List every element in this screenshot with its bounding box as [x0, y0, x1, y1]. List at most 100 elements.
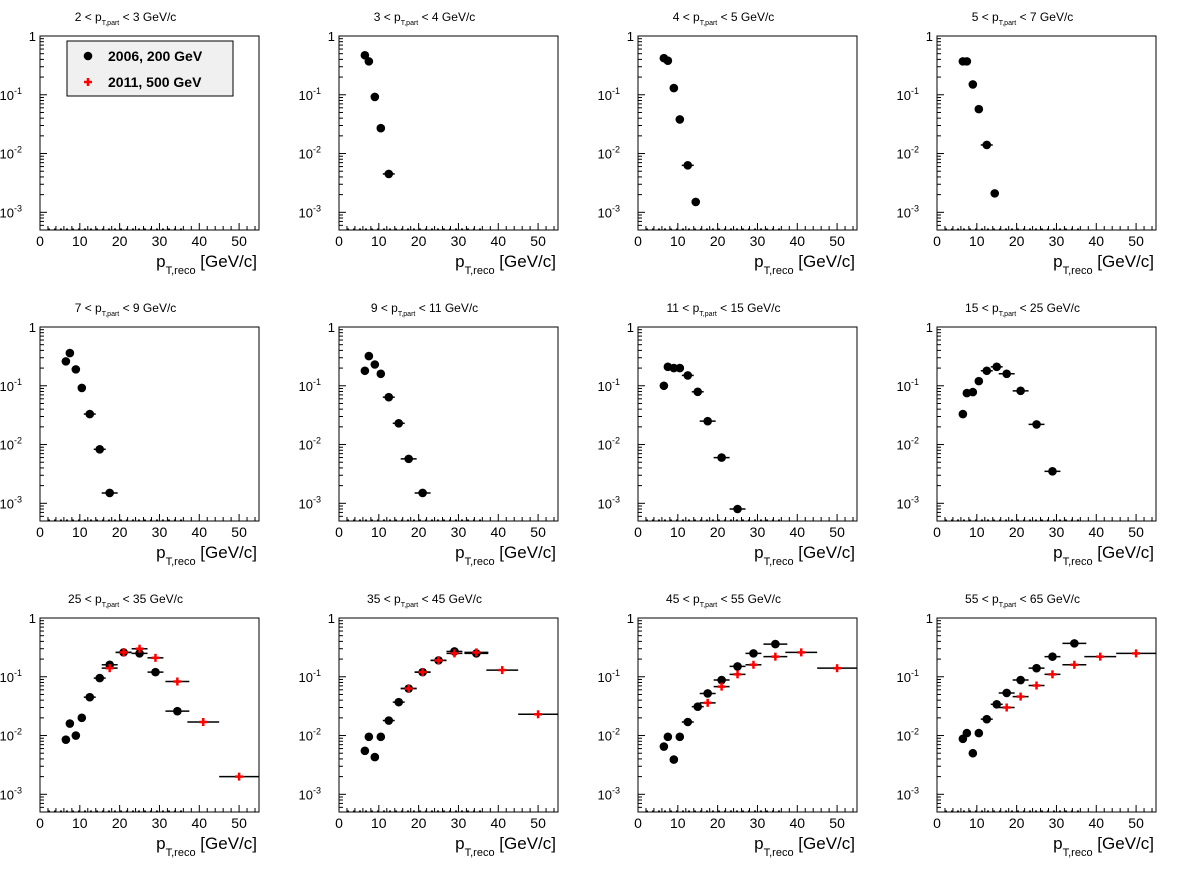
y-tick-label: 10-3 — [299, 785, 321, 802]
y-tick-label: 1 — [29, 320, 36, 335]
x-tick-label: 40 — [1088, 815, 1104, 831]
x-tick-label: 30 — [451, 233, 467, 249]
x-tick-label: 50 — [829, 815, 845, 831]
data-point-2006 — [703, 689, 712, 698]
data-point-2006 — [1032, 663, 1041, 673]
x-tick-label: 40 — [490, 524, 506, 540]
x-axis-label: pT,reco [GeV/c] — [455, 252, 556, 277]
y-tick-label: 1 — [627, 611, 634, 626]
x-tick-label: 40 — [490, 233, 506, 249]
x-tick-label: 10 — [969, 524, 985, 540]
y-tick-label: 10-1 — [897, 668, 919, 685]
data-point-2006 — [77, 383, 87, 393]
y-tick-label: 10-2 — [598, 727, 620, 744]
x-tick-label: 50 — [1128, 233, 1144, 249]
data-point-2006 — [675, 732, 685, 742]
x-tick-label: 0 — [634, 815, 642, 831]
x-tick-label: 30 — [152, 524, 168, 540]
x-tick-label: 10 — [670, 815, 686, 831]
y-tick-label: 10-1 — [0, 668, 22, 685]
x-tick-label: 0 — [634, 233, 642, 249]
y-tick-label: 1 — [328, 320, 335, 335]
data-point-2006 — [683, 371, 693, 380]
data-point-2006 — [85, 409, 95, 419]
y-tick-label: 10-2 — [299, 145, 321, 162]
data-point-2006 — [394, 697, 404, 707]
y-tick-label: 10-1 — [299, 377, 321, 394]
x-tick-label: 10 — [72, 233, 88, 249]
x-tick-label: 10 — [371, 815, 387, 831]
data-point-2006 — [675, 115, 685, 124]
data-point-2006 — [1016, 675, 1025, 685]
x-tick-label: 40 — [191, 524, 207, 540]
x-tick-label: 40 — [1088, 524, 1104, 540]
y-tick-label: 1 — [328, 29, 335, 44]
data-point-2006 — [669, 83, 679, 93]
x-tick-label: 20 — [112, 815, 128, 831]
y-tick-label: 10-1 — [598, 377, 620, 394]
plot-frame — [338, 35, 559, 231]
x-tick-label: 40 — [490, 815, 506, 831]
x-tick-label: 30 — [750, 524, 766, 540]
y-tick-label: 10-3 — [598, 494, 620, 511]
y-tick-label: 10-3 — [897, 203, 919, 220]
panel-title: 7 < pT,part < 9 GeV/c — [75, 301, 177, 318]
x-tick-label: 50 — [829, 233, 845, 249]
legend-marker-2006 — [83, 51, 93, 61]
data-point-2006 — [968, 387, 978, 397]
plot-frame — [39, 35, 260, 231]
panel-title: 4 < pT,part < 5 GeV/c — [673, 10, 775, 27]
x-tick-label: 0 — [36, 524, 44, 540]
data-point-2006 — [65, 719, 75, 728]
data-point-2006 — [733, 504, 742, 514]
y-tick-label: 10-3 — [598, 203, 620, 220]
x-tick-label: 30 — [451, 815, 467, 831]
data-point-2006 — [968, 80, 978, 89]
data-point-2006 — [376, 369, 386, 379]
x-tick-label: 30 — [1049, 233, 1065, 249]
data-point-2006 — [992, 362, 1002, 372]
x-tick-label: 50 — [1128, 524, 1144, 540]
plot-frame — [637, 326, 858, 522]
x-axis-label: pT,reco [GeV/c] — [455, 543, 556, 568]
x-tick-label: 20 — [411, 524, 427, 540]
x-tick-label: 20 — [1009, 524, 1025, 540]
chart-panel: 11 < pT,part < 15 GeV/c 0 10 20 30 40 50 1 10-1 1… — [598, 301, 858, 568]
y-tick-label: 1 — [627, 29, 634, 44]
x-tick-label: 30 — [1049, 524, 1065, 540]
x-tick-label: 0 — [335, 233, 343, 249]
data-point-2006 — [982, 140, 992, 150]
data-point-2006 — [990, 189, 1000, 198]
x-tick-label: 20 — [1009, 233, 1025, 249]
chart-panel: 2 < pT,part < 3 GeV/c 0 10 20 30 40 50 1 10-1 10-… — [0, 10, 260, 277]
y-tick-label: 10-1 — [0, 377, 22, 394]
y-tick-label: 10-1 — [299, 668, 321, 685]
x-tick-label: 20 — [411, 815, 427, 831]
y-tick-label: 1 — [29, 611, 36, 626]
x-tick-label: 0 — [36, 815, 44, 831]
data-point-2006 — [982, 366, 992, 376]
data-point-2006 — [71, 365, 81, 374]
data-point-2006 — [659, 381, 669, 391]
data-point-2006 — [376, 732, 386, 742]
y-tick-label: 10-2 — [0, 145, 22, 162]
y-tick-label: 10-3 — [299, 203, 321, 220]
data-point-2006 — [404, 454, 413, 464]
data-point-2006 — [958, 409, 968, 419]
data-point-2006 — [974, 104, 984, 114]
x-tick-label: 20 — [1009, 815, 1025, 831]
y-tick-label: 10-3 — [299, 494, 321, 511]
data-point-2006 — [418, 488, 427, 498]
x-tick-label: 0 — [335, 524, 343, 540]
x-tick-label: 0 — [933, 524, 941, 540]
panel-title: 35 < pT,part < 45 GeV/c — [367, 592, 482, 609]
x-tick-label: 30 — [750, 233, 766, 249]
x-tick-label: 0 — [933, 233, 941, 249]
data-point-2006 — [1032, 420, 1041, 429]
x-tick-label: 10 — [72, 815, 88, 831]
data-point-2006 — [992, 700, 1002, 709]
panel-title: 15 < pT,part < 25 GeV/c — [965, 301, 1080, 318]
x-tick-label: 0 — [933, 815, 941, 831]
data-point-2006 — [384, 392, 394, 402]
